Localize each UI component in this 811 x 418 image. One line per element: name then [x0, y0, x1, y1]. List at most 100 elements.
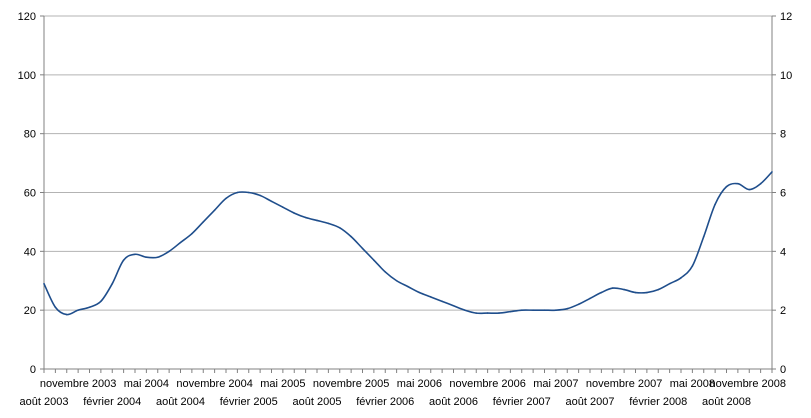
data-point	[577, 303, 580, 306]
data-point	[259, 194, 261, 197]
x-tick-label: février 2006	[356, 396, 414, 408]
x-tick-label: mai 2004	[124, 378, 169, 390]
y-tick-label: 100	[18, 70, 36, 82]
data-point	[725, 185, 728, 188]
data-point	[65, 313, 68, 316]
data-point	[111, 282, 114, 285]
data-point	[168, 250, 170, 253]
y-tick-label: 60	[24, 188, 36, 200]
x-tick-label: mai 2006	[397, 378, 442, 390]
data-point	[43, 282, 45, 285]
data-point	[532, 309, 534, 311]
x-tick-label: mai 2008	[670, 378, 715, 390]
data-point	[361, 247, 364, 250]
y-tick-label: 0	[30, 364, 36, 376]
data-point	[122, 259, 125, 261]
data-point	[589, 297, 591, 300]
data-point	[691, 265, 694, 267]
data-point	[634, 291, 637, 294]
x-tick-label: novembre 2005	[313, 378, 389, 390]
data-point	[191, 232, 193, 235]
data-point	[748, 188, 751, 191]
y-axis-tick-labels: 0 20 40 60 80 100 120	[18, 11, 36, 376]
data-point	[418, 291, 421, 294]
x-tick-label: février 2004	[83, 396, 141, 408]
data-point	[316, 219, 318, 222]
series-layer	[43, 171, 773, 316]
data-point	[77, 309, 79, 311]
data-point	[475, 312, 478, 314]
data-point	[737, 182, 739, 185]
x-tick-label: février 2005	[220, 396, 278, 408]
data-point	[304, 216, 307, 219]
data-point	[395, 279, 398, 282]
data-point	[657, 288, 660, 291]
data-point	[623, 288, 625, 291]
data-point	[202, 221, 205, 223]
data-point	[270, 200, 273, 203]
data-point	[407, 285, 409, 288]
data-point	[702, 235, 705, 238]
x-tick-label: août 2006	[429, 396, 478, 408]
x-tick-label: novembre 2004	[176, 378, 252, 390]
axes	[40, 15, 776, 373]
x-tick-label: août 2005	[293, 396, 342, 408]
data-point	[293, 212, 296, 214]
data-point	[350, 235, 352, 238]
x-tick-label: novembre 2008	[710, 378, 786, 390]
data-point	[236, 191, 239, 194]
data-point	[452, 304, 455, 307]
data-point	[327, 222, 330, 225]
data-point	[486, 312, 489, 314]
y2-tick-label: 2	[780, 305, 786, 317]
y-tick-label: 40	[24, 246, 36, 258]
data-point	[441, 300, 443, 303]
x-tick-label: août 2003	[20, 396, 69, 408]
data-point	[464, 309, 466, 311]
data-point	[555, 309, 557, 311]
series-line	[43, 171, 773, 316]
y2-tick-label: 12	[780, 11, 792, 23]
data-point	[54, 306, 57, 309]
y2-tick-label: 10	[780, 70, 792, 82]
gridlines	[44, 15, 772, 311]
x-tick-label: novembre 2006	[449, 378, 525, 390]
x-axis-tick-labels: août 2003 février 2004 août 2004 février 20…	[20, 378, 786, 408]
data-point	[680, 277, 682, 279]
data-point	[156, 256, 159, 259]
data-point	[338, 227, 341, 229]
data-point	[520, 309, 523, 311]
data-point	[134, 253, 136, 256]
x-tick-label: novembre 2003	[40, 378, 116, 390]
data-point	[498, 312, 500, 314]
y-tick-label: 20	[24, 305, 36, 317]
data-point	[100, 300, 102, 303]
data-point	[759, 182, 762, 185]
data-point	[88, 306, 91, 309]
x-tick-label: novembre 2007	[586, 378, 662, 390]
data-point	[145, 256, 148, 259]
y-tick-label: 80	[24, 129, 36, 141]
x-tick-label: août 2004	[156, 396, 205, 408]
data-point	[611, 287, 614, 289]
data-point	[646, 291, 648, 294]
data-point	[600, 291, 603, 294]
data-point	[566, 307, 569, 310]
x-tick-label: août 2008	[702, 396, 751, 408]
y2-tick-label: 8	[780, 129, 786, 141]
data-point	[282, 206, 284, 209]
x-tick-label: février 2007	[493, 396, 551, 408]
data-point	[509, 310, 512, 313]
data-point	[771, 171, 773, 173]
data-point	[225, 197, 227, 200]
y2-tick-label: 6	[780, 188, 786, 200]
data-point	[543, 309, 546, 311]
y2-tick-label: 0	[780, 364, 786, 376]
data-point	[384, 271, 387, 273]
y-tick-label: 120	[18, 11, 36, 23]
secondary-y-axis-tick-labels: 0 2 4 6 8 10 12	[780, 11, 792, 376]
x-tick-label: mai 2005	[260, 378, 305, 390]
data-point	[179, 241, 182, 244]
x-tick-label: février 2008	[629, 396, 687, 408]
